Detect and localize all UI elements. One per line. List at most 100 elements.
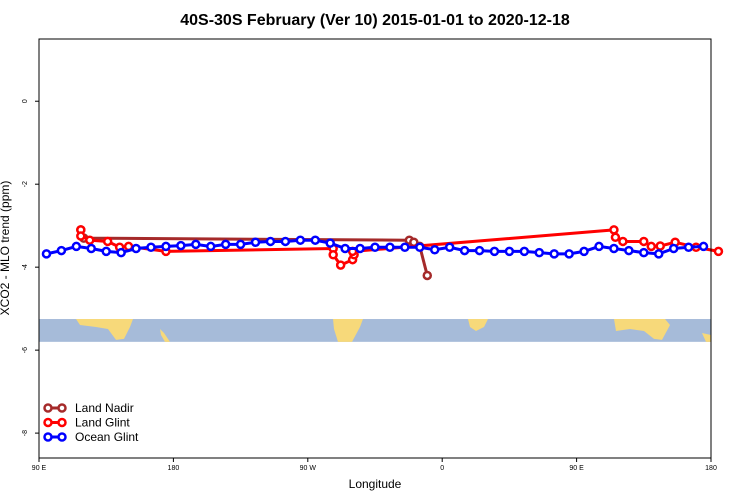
x-axis-label: Longitude — [349, 477, 402, 491]
point-ocean-glint — [86, 243, 97, 254]
point-ocean-glint — [310, 235, 321, 245]
point-land-glint — [609, 225, 619, 235]
legend-marker — [57, 403, 67, 413]
point-ocean-glint — [519, 246, 530, 257]
point-ocean-glint — [176, 240, 186, 251]
point-ocean-glint — [250, 237, 261, 248]
series-ocean-glint — [41, 235, 709, 259]
point-ocean-glint — [459, 245, 470, 256]
point-ocean-glint — [474, 245, 485, 256]
point-ocean-glint — [415, 242, 425, 253]
point-ocean-glint — [609, 243, 619, 254]
point-land-glint — [639, 236, 649, 247]
map-land-south-america — [333, 319, 363, 342]
point-ocean-glint — [594, 241, 604, 252]
point-land-glint — [713, 246, 724, 257]
point-ocean-glint — [668, 243, 679, 254]
map-land-new-zealand — [160, 329, 170, 342]
x-axis: 90 E 180 90 W 0 90 E 180 — [32, 458, 717, 472]
series-land-nadir — [76, 225, 433, 281]
point-ocean-glint — [653, 249, 664, 259]
point-ocean-glint — [71, 241, 82, 252]
point-land-nadir — [422, 270, 433, 281]
point-land-glint — [85, 235, 95, 245]
point-ocean-glint — [504, 246, 515, 257]
legend-label: Land Nadir — [75, 401, 134, 415]
series-layer — [41, 225, 724, 281]
x-tick-label: 180 — [705, 465, 717, 472]
point-ocean-glint — [489, 246, 500, 257]
point-ocean-glint — [56, 245, 67, 256]
legend-marker — [57, 417, 67, 428]
map-land-australia-west — [76, 319, 133, 340]
point-ocean-glint — [340, 243, 350, 254]
point-ocean-glint — [385, 242, 395, 253]
legend-item-land-nadir: Land Nadir — [43, 401, 134, 415]
x-tick-label: 180 — [168, 465, 180, 472]
map-land-new-zealand-east — [702, 333, 711, 342]
point-ocean-glint — [265, 236, 276, 247]
point-ocean-glint — [639, 247, 649, 258]
point-ocean-glint — [235, 239, 246, 250]
x-tick-label: 90 E — [569, 465, 584, 472]
legend-label: Land Glint — [75, 416, 130, 430]
map-band — [39, 319, 711, 342]
y-tick-label: -8 — [22, 430, 29, 436]
point-land-glint — [618, 236, 628, 247]
point-ocean-glint — [534, 247, 545, 258]
point-ocean-glint — [220, 239, 231, 250]
y-axis-label: XCO2 - MLO trend (ppm) — [0, 181, 12, 316]
point-ocean-glint — [146, 242, 156, 253]
point-land-glint — [655, 241, 665, 251]
point-ocean-glint — [355, 243, 365, 254]
point-ocean-glint — [400, 242, 410, 253]
legend-item-land-glint: Land Glint — [43, 416, 130, 430]
legend-marker — [43, 432, 53, 442]
point-ocean-glint — [280, 236, 291, 247]
y-tick-label: -6 — [22, 347, 29, 353]
point-ocean-glint — [444, 242, 455, 253]
legend-marker — [43, 403, 53, 413]
x-tick-label: 90 E — [32, 465, 47, 472]
legend-item-ocean-glint: Ocean Glint — [43, 430, 139, 444]
chart-title: 40S-30S February (Ver 10) 2015-01-01 to … — [180, 12, 570, 29]
point-ocean-glint — [579, 246, 589, 257]
point-ocean-glint — [564, 249, 574, 259]
point-land-glint — [646, 241, 657, 252]
y-tick-label: -2 — [22, 181, 29, 187]
point-ocean-glint — [325, 238, 335, 248]
legend-marker — [57, 432, 67, 442]
point-ocean-glint — [131, 243, 141, 254]
point-ocean-glint — [429, 244, 440, 255]
legend-marker — [43, 417, 53, 428]
x-tick-label: 90 W — [300, 465, 317, 472]
point-ocean-glint — [683, 242, 694, 253]
point-land-glint — [76, 231, 86, 241]
point-ocean-glint — [116, 247, 126, 258]
point-ocean-glint — [698, 241, 709, 252]
point-ocean-glint — [101, 246, 111, 257]
y-tick-label: -4 — [22, 264, 29, 270]
point-ocean-glint — [295, 235, 306, 245]
point-ocean-glint — [41, 249, 52, 259]
plot-frame — [38, 38, 712, 459]
point-land-glint — [610, 232, 621, 243]
point-land-glint — [102, 236, 113, 247]
point-land-glint — [328, 249, 338, 260]
map-land-australia-east — [614, 319, 670, 340]
series-line-land-nadir — [79, 229, 429, 276]
point-ocean-glint — [205, 241, 216, 252]
point-land-glint — [335, 260, 346, 270]
point-ocean-glint — [161, 241, 171, 252]
x-tick-label: 0 — [440, 465, 444, 472]
y-axis: 0 -2 -4 -6 -8 — [22, 99, 39, 436]
point-ocean-glint — [191, 239, 201, 250]
map-ocean — [39, 319, 711, 342]
map-land-africa — [468, 319, 488, 332]
point-ocean-glint — [549, 249, 559, 259]
point-ocean-glint — [624, 245, 634, 256]
point-ocean-glint — [370, 242, 380, 253]
legend-label: Ocean Glint — [75, 430, 139, 444]
